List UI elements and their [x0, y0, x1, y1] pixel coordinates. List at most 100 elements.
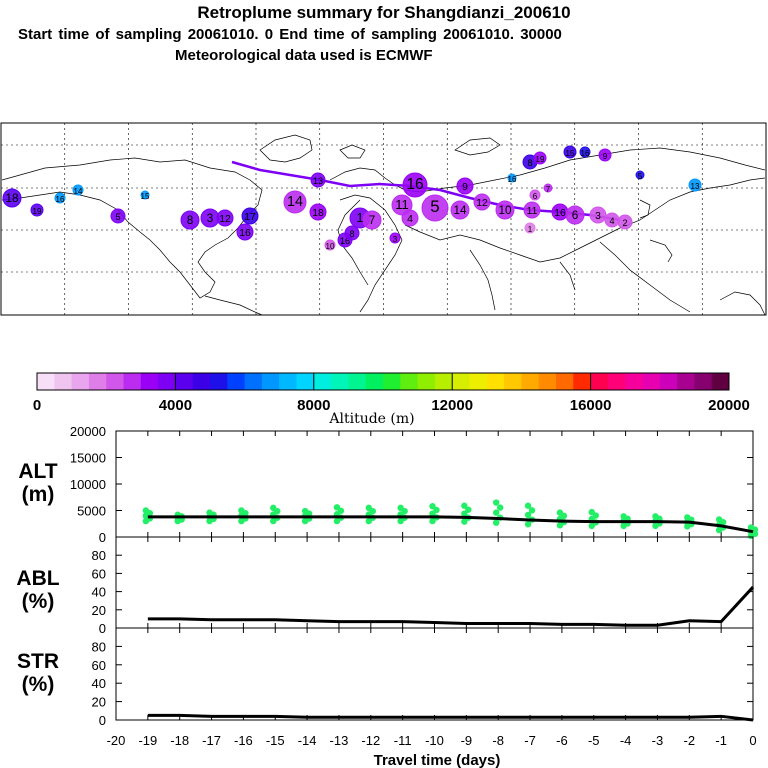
x-tick-label: -10 — [425, 733, 444, 748]
colorbar-segment — [365, 373, 384, 390]
plume-marker — [344, 225, 360, 241]
str-label: STR — [17, 650, 59, 673]
colorbar-segment — [158, 373, 176, 390]
plume-marker — [579, 146, 591, 158]
colorbar-tick-label: 16000 — [570, 397, 612, 414]
plume-marker — [362, 210, 382, 230]
plume-marker-label: 16 — [340, 236, 350, 246]
colorbar-segment — [227, 373, 246, 390]
y-tick-label: 80 — [92, 639, 106, 654]
plume-marker-label: 12 — [219, 214, 231, 225]
colorbar-label: Altitude (m) — [328, 411, 414, 427]
time-series-panels: 0 5000 10000 15000 20000 0 20 40 60 80 0 20 40 60 80 -2… — [70, 424, 759, 748]
colorbar-segment — [348, 373, 367, 390]
plume-marker-label: 5 — [638, 172, 643, 181]
plume-marker-label: 8 — [187, 214, 194, 227]
plume-marker — [54, 192, 66, 204]
altitude-particle-point — [397, 504, 404, 512]
altitude-particle-point — [270, 504, 277, 512]
plume-marker-label: 16 — [56, 195, 65, 204]
x-tick-label: -1 — [715, 733, 727, 748]
altitude-colorbar — [36, 372, 730, 391]
plume-marker-label: 16 — [508, 175, 517, 184]
plume-marker — [473, 193, 491, 211]
plume-marker — [309, 203, 327, 221]
plume-marker-label: 16 — [554, 208, 566, 219]
plume-marker-label: 5 — [115, 212, 120, 222]
plume-marker — [688, 178, 702, 192]
plume-marker — [401, 209, 419, 227]
colorbar-segment — [486, 373, 505, 390]
colorbar-segment — [54, 373, 73, 390]
altitude-particle-point — [365, 504, 372, 512]
colorbar-tick-label: 8000 — [297, 397, 330, 414]
colorbar-segment — [538, 373, 557, 390]
plume-marker — [563, 145, 577, 159]
plume-marker — [389, 232, 401, 244]
abl-label: ABL — [16, 567, 59, 590]
y-tick-label: 0 — [99, 621, 106, 636]
colorbar-segment — [694, 373, 713, 390]
plume-marker-label: 3 — [595, 211, 601, 222]
plume-marker — [30, 203, 44, 217]
plume-marker-label: 13 — [313, 176, 323, 186]
x-tick-label: -12 — [361, 733, 380, 748]
colorbar-segment — [607, 373, 626, 390]
x-tick-label: -11 — [394, 733, 412, 748]
alt-label: ALT — [18, 460, 57, 483]
plume-marker-label: 16 — [406, 176, 423, 193]
x-tick-label: -20 — [107, 733, 126, 748]
plume-marker-label: 4 — [609, 216, 614, 226]
colorbar-tick-labels: 0 4000 8000 12000 16000 20000 — [33, 373, 750, 414]
plume-marker-label: 12 — [476, 198, 488, 209]
plume-marker-label: 7 — [369, 214, 376, 227]
x-tick-label: -9 — [461, 733, 473, 748]
altitude-particle-point — [497, 504, 504, 511]
plume-marker-label: 8 — [527, 158, 532, 168]
colorbar-segment — [296, 373, 315, 390]
colorbar-segment — [400, 373, 419, 390]
x-tick-label: -4 — [620, 733, 632, 748]
altitude-particle-point — [620, 513, 627, 520]
plume-marker-label: 2 — [622, 218, 627, 228]
plume-marker-label: 9 — [603, 152, 608, 161]
x-tick-label: -16 — [234, 733, 253, 748]
alt-series-line — [147, 515, 754, 534]
y-tick-label: 40 — [92, 585, 106, 600]
x-tick-label: -15 — [266, 733, 285, 748]
plume-marker — [2, 188, 22, 208]
meteorology-subtitle: Meteorological data used is ECMWF — [175, 47, 433, 64]
plume-marker-label: 16 — [239, 228, 251, 239]
plume-marker — [391, 194, 413, 216]
plume-marker-label: 17 — [244, 212, 256, 223]
x-tick-label: -14 — [298, 733, 317, 748]
y-tick-label: 20 — [92, 695, 106, 710]
colorbar-segment — [590, 373, 609, 390]
y-tick-label: 60 — [92, 658, 106, 673]
colorbar-segment — [452, 373, 470, 390]
y-tick-label: 15000 — [70, 451, 106, 466]
plume-marker — [421, 194, 449, 222]
colorbar-segment — [625, 373, 643, 390]
plume-marker-label: 14 — [74, 187, 83, 196]
altitude-particle-point — [301, 507, 309, 515]
colorbar-segment — [192, 373, 211, 390]
plume-marker — [533, 151, 547, 165]
y-tick-label: 20 — [92, 603, 106, 618]
str-unit: (%) — [22, 673, 55, 696]
plume-marker — [283, 190, 307, 214]
plume-marker — [180, 210, 200, 230]
altitude-particle-point — [524, 511, 532, 519]
y-tick-label: 20000 — [70, 424, 106, 439]
plume-marker-label: 8 — [349, 229, 354, 239]
altitude-particle-point — [142, 507, 150, 514]
altitude-particle-point — [652, 513, 659, 520]
chart-title: Retroplume summary for Shangdianzi_20061… — [197, 3, 571, 22]
colorbar-segment — [642, 373, 661, 390]
altitude-particle-point — [524, 502, 532, 509]
x-tick-label: -2 — [684, 733, 696, 748]
x-tick-label: -13 — [330, 733, 349, 748]
altitude-particle-point — [524, 521, 532, 528]
plume-marker — [456, 177, 474, 195]
